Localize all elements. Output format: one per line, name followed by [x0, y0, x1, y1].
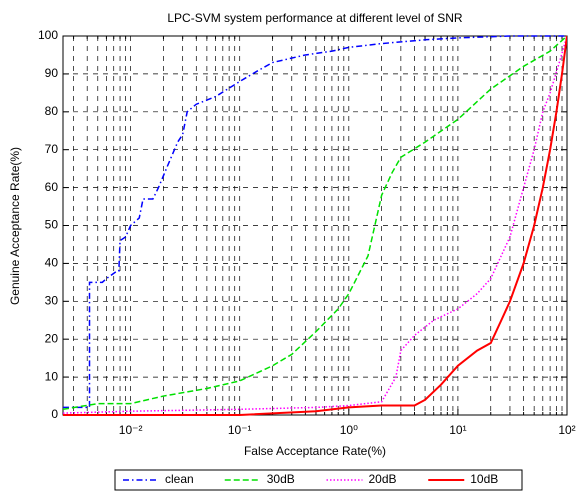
y-tick-label: 100: [38, 28, 58, 42]
x-tick-label: 10²: [558, 423, 575, 437]
x-tick-label: 10⁻²: [119, 423, 143, 437]
y-tick-label: 30: [45, 293, 59, 307]
y-tick-label: 50: [45, 218, 59, 232]
y-tick-label: 10: [45, 369, 59, 383]
y-tick-label: 70: [45, 142, 59, 156]
legend-label: 10dB: [470, 472, 498, 486]
series-line: [63, 35, 567, 416]
legend-label: clean: [165, 472, 194, 486]
x-axis-label: False Acceptance Rate(%): [244, 444, 386, 458]
x-tick-label: 10¹: [449, 423, 466, 437]
y-axis-label: Genuine Acceptance Rate(%): [8, 147, 22, 305]
legend-label: 30dB: [267, 472, 295, 486]
y-tick-label: 60: [45, 180, 59, 194]
series-line: [63, 35, 567, 411]
y-tick-label: 80: [45, 104, 59, 118]
legend-label: 20dB: [369, 472, 397, 486]
y-tick-label: 0: [51, 407, 58, 421]
legend-box: [114, 469, 523, 491]
chart-title: LPC-SVM system performance at different …: [167, 11, 463, 25]
y-tick-label: 20: [45, 331, 59, 345]
plot-frame: [62, 35, 568, 416]
y-tick-label: 40: [45, 256, 59, 270]
x-tick-label: 10⁰: [340, 423, 358, 437]
x-tick-label: 10⁻¹: [228, 423, 252, 437]
y-tick-label: 90: [45, 66, 59, 80]
